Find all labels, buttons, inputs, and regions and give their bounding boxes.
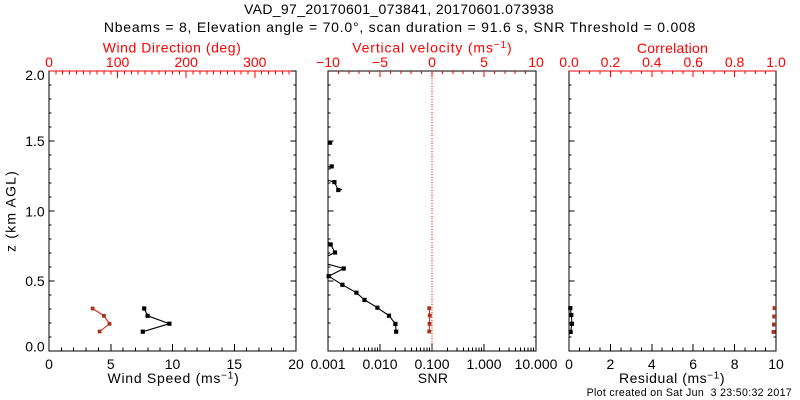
svg-text:0.0: 0.0	[25, 339, 45, 355]
svg-text:Correlation: Correlation	[637, 40, 708, 56]
svg-text:0.001: 0.001	[310, 356, 345, 372]
svg-text:z (km AGL): z (km AGL)	[2, 170, 18, 252]
svg-text:10: 10	[768, 356, 784, 372]
svg-text:Vertical velocity (ms−1): Vertical velocity (ms−1)	[352, 40, 512, 56]
svg-text:0: 0	[428, 54, 436, 70]
svg-text:Wind Speed (ms−1): Wind Speed (ms−1)	[108, 370, 240, 386]
svg-text:5: 5	[107, 356, 115, 372]
svg-text:VAD_97_20170601_073841, 201706: VAD_97_20170601_073841, 20170601.073938	[244, 1, 554, 17]
svg-text:200: 200	[175, 54, 199, 70]
svg-text:Nbeams = 8, Elevation angle =: Nbeams = 8, Elevation angle = 70.0°, sca…	[104, 19, 696, 35]
svg-text:0: 0	[565, 356, 573, 372]
svg-text:0: 0	[45, 356, 53, 372]
svg-text:5: 5	[480, 54, 488, 70]
svg-text:8: 8	[731, 356, 739, 372]
svg-text:4: 4	[648, 356, 656, 372]
svg-text:2.0: 2.0	[25, 67, 45, 83]
svg-text:0.4: 0.4	[642, 54, 662, 70]
svg-text:10.000: 10.000	[515, 356, 558, 372]
svg-text:1.0: 1.0	[25, 204, 45, 220]
svg-text:6: 6	[689, 356, 697, 372]
svg-text:0.5: 0.5	[25, 273, 45, 289]
svg-text:Plot created on Sat Jun 3 23:: Plot created on Sat Jun 3 23:50:32 2017	[587, 387, 792, 399]
svg-text:1.0: 1.0	[766, 54, 786, 70]
svg-text:−10: −10	[316, 54, 340, 70]
svg-text:0.8: 0.8	[725, 54, 745, 70]
svg-text:20: 20	[288, 356, 304, 372]
svg-text:300: 300	[243, 54, 267, 70]
svg-text:0: 0	[45, 54, 53, 70]
svg-text:15: 15	[226, 356, 242, 372]
svg-text:0.2: 0.2	[601, 54, 621, 70]
svg-text:0.100: 0.100	[414, 356, 449, 372]
svg-text:Wind Direction (deg): Wind Direction (deg)	[103, 40, 242, 56]
svg-text:1.5: 1.5	[25, 133, 45, 149]
svg-text:0.6: 0.6	[683, 54, 703, 70]
svg-text:SNR: SNR	[418, 370, 448, 386]
svg-text:Residual (ms−1): Residual (ms−1)	[619, 370, 725, 386]
svg-text:0.0: 0.0	[559, 54, 579, 70]
svg-text:0.010: 0.010	[362, 356, 397, 372]
svg-text:2: 2	[607, 356, 615, 372]
svg-text:100: 100	[106, 54, 130, 70]
svg-text:−5: −5	[372, 54, 388, 70]
svg-text:1.000: 1.000	[466, 356, 501, 372]
svg-text:10: 10	[528, 54, 544, 70]
svg-text:10: 10	[165, 356, 181, 372]
